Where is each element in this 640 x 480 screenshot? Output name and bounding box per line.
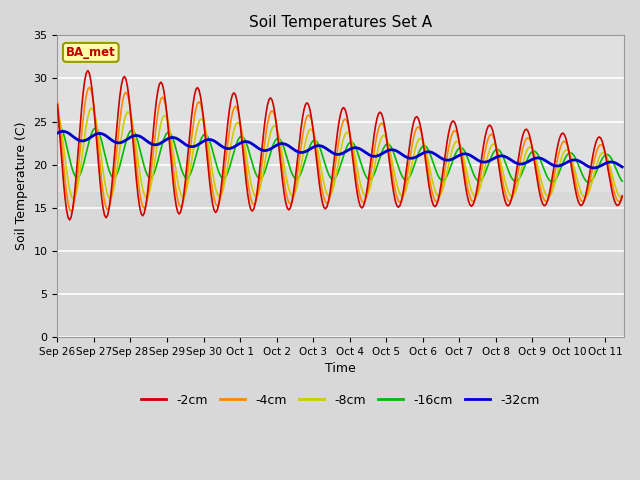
Text: BA_met: BA_met <box>66 46 116 59</box>
X-axis label: Time: Time <box>325 362 356 375</box>
Legend: -2cm, -4cm, -8cm, -16cm, -32cm: -2cm, -4cm, -8cm, -16cm, -32cm <box>136 389 545 412</box>
Bar <box>58 36 624 191</box>
Y-axis label: Soil Temperature (C): Soil Temperature (C) <box>15 122 28 251</box>
Title: Soil Temperatures Set A: Soil Temperatures Set A <box>249 15 432 30</box>
